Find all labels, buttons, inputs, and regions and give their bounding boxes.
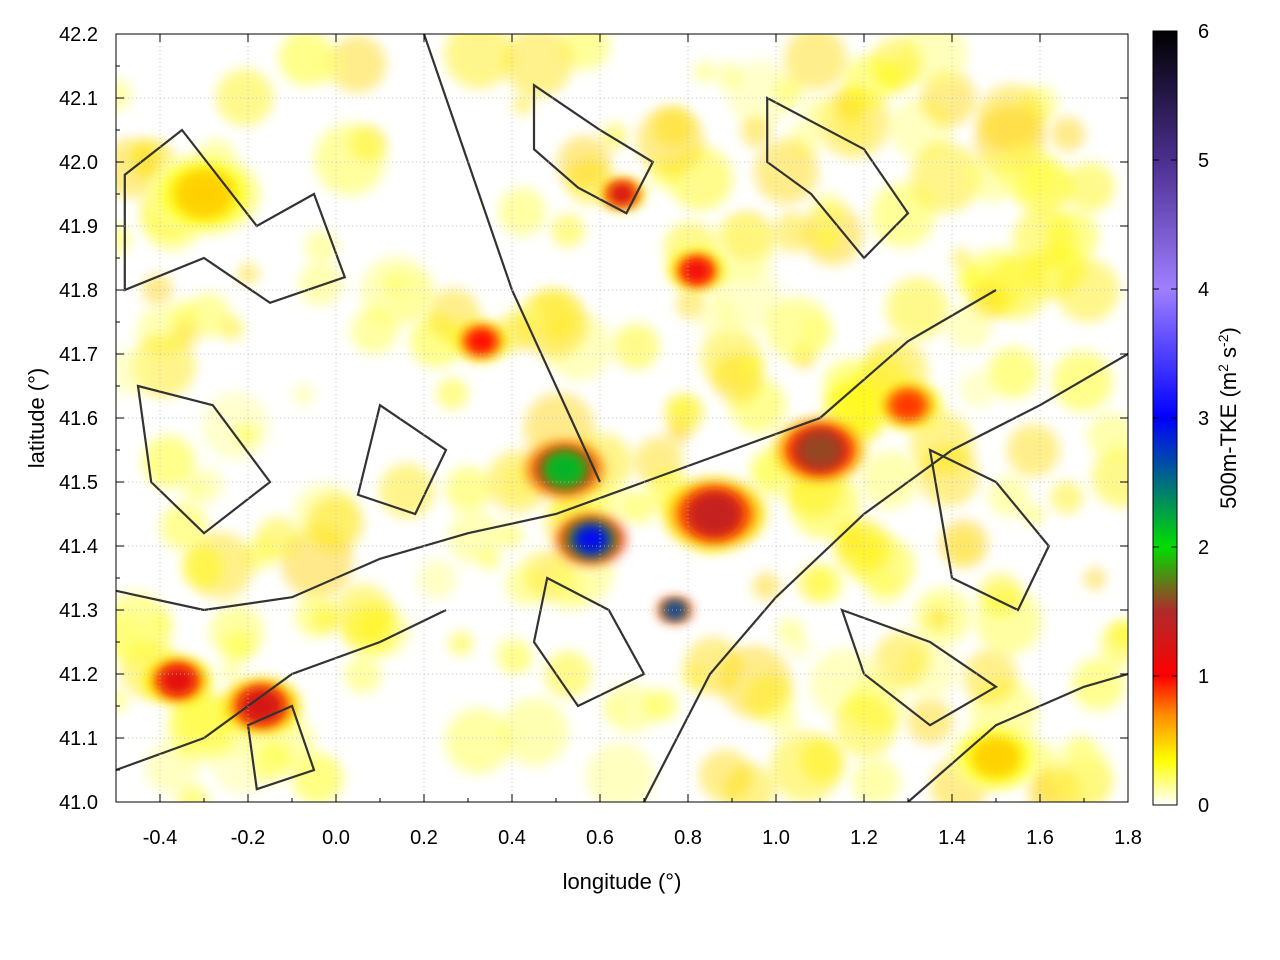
y-tick-label: 41.9 (59, 216, 98, 238)
x-tick-label: 1.0 (762, 827, 790, 849)
heatmap-hotspot (143, 656, 212, 705)
y-tick-label: 41.8 (59, 280, 98, 302)
x-tick-label: 0.0 (322, 827, 350, 849)
heatmap-hotspot (524, 440, 605, 498)
colorbar-tick-label: 0 (1198, 795, 1209, 817)
y-tick-label: 41.0 (59, 792, 98, 814)
terrain-contour (246, 704, 316, 791)
colorbar-tick-label: 3 (1198, 408, 1209, 430)
colorbar-label-sup1: 2 (1215, 364, 1231, 372)
colorbar-label-mid: s (1216, 347, 1241, 364)
y-tick-label: 41.2 (59, 664, 98, 686)
heatmap-hotspot (221, 677, 302, 735)
y-tick-label: 41.4 (59, 536, 98, 558)
colorbar-tick-label: 1 (1198, 666, 1209, 688)
terrain-contour (123, 128, 347, 305)
y-tick-label: 41.1 (59, 728, 98, 750)
y-tick-label: 41.5 (59, 472, 98, 494)
heatmap-hotspot (873, 380, 943, 430)
x-tick-label: 1.6 (1026, 827, 1054, 849)
x-tick-label: 0.8 (674, 827, 702, 849)
y-tick-label: 41.7 (59, 344, 98, 366)
colorbar-label: 500m-TKE (m2 s-2) (1215, 327, 1241, 509)
y-tick-label: 41.6 (59, 408, 98, 430)
y-axis-label: latitude (°) (24, 368, 49, 469)
y-tick-label: 42.0 (59, 152, 98, 174)
colorbar-label-sup2: -2 (1215, 334, 1231, 347)
heatmap-hotspot (950, 724, 1042, 790)
x-tick-label: 1.4 (938, 827, 966, 849)
heatmap-hotspot (657, 597, 692, 623)
x-tick-label: -0.4 (143, 827, 177, 849)
y-tick-label: 42.2 (59, 24, 98, 46)
heatmap-hotspot (668, 250, 726, 292)
terrain-contour (532, 576, 646, 708)
y-tick-label: 42.1 (59, 88, 98, 110)
x-axis: -0.4 -0.2 0.0 0.2 0.4 0.6 0.8 1.0 1.2 1.4 1.6 1.8 (143, 34, 1142, 849)
x-tick-label: -0.2 (231, 827, 265, 849)
colorbar-tick-label: 6 (1198, 21, 1209, 43)
terrain-contour (356, 403, 448, 516)
colorbar-tick-label: 4 (1198, 279, 1209, 301)
terrain-contour (136, 384, 272, 535)
terrain-contour (840, 608, 999, 727)
x-tick-label: 1.2 (850, 827, 878, 849)
colorbar-ticks: 0 1 2 3 4 5 6 (1153, 21, 1209, 817)
heatmap-hotspot (146, 153, 262, 235)
x-axis-label: longitude (°) (563, 869, 682, 894)
y-tick-label: 41.3 (59, 600, 98, 622)
heatmap-hotspot (599, 177, 645, 211)
x-tick-label: 0.6 (586, 827, 614, 849)
colorbar-tick-label: 5 (1198, 150, 1209, 172)
colorbar-label-base: 500m-TKE (m (1216, 372, 1241, 509)
heatmap-hotspot (556, 515, 626, 564)
heatmap-hotspot (662, 477, 766, 551)
y-axis: 41.0 41.1 41.2 41.3 41.4 41.5 41.6 41.7 41.8 41.9… (59, 24, 1128, 814)
heatmap-field (116, 34, 1128, 802)
x-tick-label: 1.8 (1114, 827, 1142, 849)
terrain-contour (116, 289, 997, 612)
x-tick-label: 0.4 (498, 827, 526, 849)
x-tick-label: 0.2 (410, 827, 438, 849)
colorbar-tick-label: 2 (1198, 537, 1209, 559)
colorbar-label-end: ) (1216, 327, 1241, 334)
heatmap-hotspot (774, 417, 866, 483)
heatmap-hotspot (452, 320, 510, 362)
terrain-contour (928, 448, 1051, 612)
